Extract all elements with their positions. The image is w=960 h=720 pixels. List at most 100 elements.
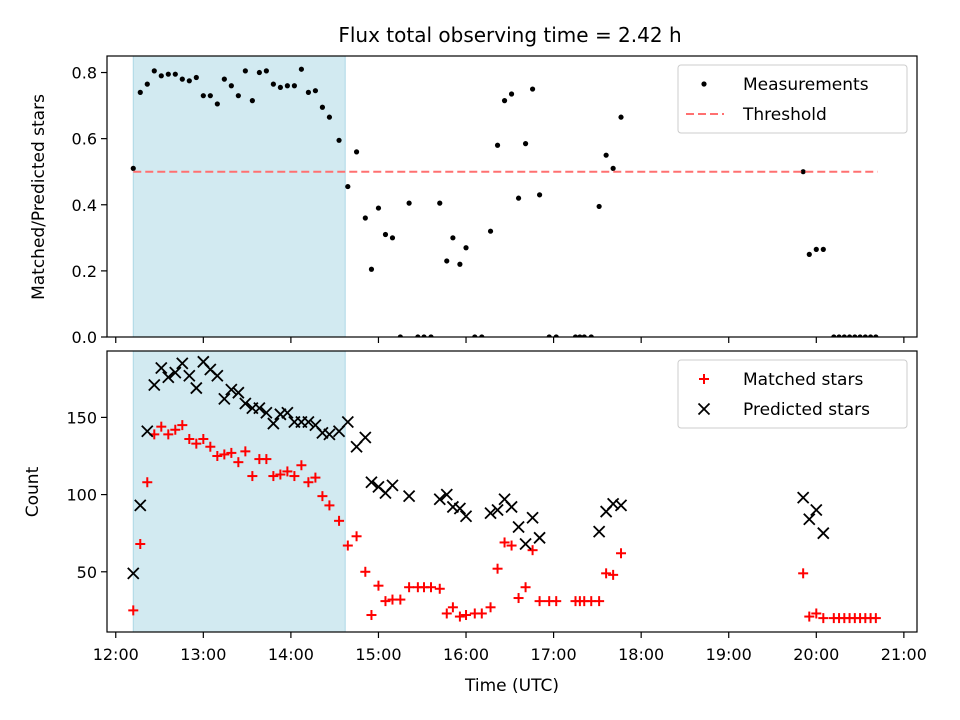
predicted-stars-marker (127, 567, 140, 580)
measurements-legend-marker (701, 81, 707, 87)
predicted-stars-marker (797, 491, 810, 504)
predicted-stars-marker (386, 479, 399, 492)
measurements-point (437, 200, 443, 206)
measurements-point (813, 246, 819, 252)
matched-stars-marker (268, 471, 279, 482)
matched-stars-marker (601, 568, 612, 579)
matched-stars-marker (219, 449, 230, 460)
matched-stars-marker (191, 438, 202, 449)
matched-stars-marker (226, 447, 237, 458)
bottom-x-tick-label: 20:00 (793, 645, 839, 664)
top-legend-box (677, 64, 908, 134)
bottom-y-axis-label: Count (23, 466, 43, 517)
measurements-point (130, 165, 136, 171)
measurements-point (457, 261, 463, 267)
predicted-stars-marker (302, 415, 315, 429)
matched-stars-marker (594, 596, 605, 607)
measurements-point (172, 71, 178, 77)
measurements-point (603, 152, 609, 158)
measurements-point (873, 334, 879, 337)
bottom-y-tick-label: 150 (66, 408, 97, 427)
matched-stars-marker (310, 472, 321, 483)
measurements-point (214, 101, 220, 107)
matched-stars-marker (492, 563, 503, 574)
measurements-point (846, 334, 853, 337)
matched-stars-marker (608, 569, 619, 580)
matched-stars-marker (303, 477, 314, 488)
matched-stars-marker (170, 424, 181, 435)
matched-stars-marker (461, 610, 472, 621)
measurements-point (406, 200, 412, 206)
bottom-y-tick-label: 50 (77, 563, 97, 582)
matched-stars-marker (395, 594, 406, 605)
measurements-point (852, 334, 858, 337)
measurements-point (158, 73, 164, 79)
measurements-point (200, 93, 206, 99)
predicted-stars-marker (176, 357, 189, 370)
predicted-stars-marker (533, 531, 546, 544)
predicted-stars-marker (281, 406, 294, 419)
measurements-point (179, 76, 185, 82)
matched-stars-marker (317, 491, 328, 502)
top-series-layer (130, 66, 879, 337)
matched-stars-marker (351, 531, 362, 542)
predicted-stars-marker (359, 431, 372, 444)
matched-stars-marker (198, 434, 209, 445)
bottom-x-tick-label: 19:00 (706, 645, 752, 664)
top-y-tick-label: 0.0 (72, 328, 97, 347)
matched-stars-marker (135, 538, 146, 549)
bottom-x-tick-label: 12:00 (93, 645, 139, 664)
top-panel: 0.00.20.40.60.8 Matched/Predicted stars … (29, 55, 918, 347)
measurements-point (207, 93, 213, 99)
measurements-point (536, 192, 543, 198)
measurements-point (415, 334, 421, 337)
measurements-point (508, 91, 515, 97)
predicted-stars-marker (614, 499, 628, 512)
measurements-point (588, 334, 594, 337)
predicted-stars-marker (155, 361, 168, 375)
measurements-point (522, 141, 529, 147)
bottom-series-layer (127, 355, 881, 624)
measurements-point (831, 334, 837, 337)
measurements-point (235, 93, 241, 99)
matched-stars-marker (870, 613, 881, 624)
matched-stars-marker (798, 568, 809, 579)
measurements-point (221, 76, 227, 82)
bottom-x-tick-label: 16:00 (443, 645, 489, 664)
measurements-point (479, 334, 485, 337)
predicted-stars-marker (169, 366, 182, 379)
predicted-stars-marker (433, 493, 446, 506)
predicted-stars-marker (232, 386, 245, 399)
matched-stars-marker (247, 471, 258, 482)
matched-stars-marker (360, 566, 371, 577)
predicted-stars-marker (365, 476, 378, 489)
matched-stars-marker (342, 540, 353, 551)
measurements-point (263, 68, 269, 74)
matched-stars-marker (804, 611, 815, 622)
predicted-stars-marker (592, 525, 606, 538)
predicted-stars-marker (190, 381, 203, 395)
top-y-tick-label: 0.2 (72, 262, 97, 281)
measurements-point (298, 66, 304, 72)
matched-stars-marker (534, 596, 545, 607)
predicted-stars-marker (253, 401, 266, 415)
top-y-axis: 0.0 0.2 0.4 0.6 0.8 (72, 64, 107, 347)
matched-stars-marker (156, 421, 167, 432)
matched-stars-marker (818, 613, 829, 624)
matched-stars-marker (380, 596, 391, 607)
top-shaded-span (132, 55, 346, 338)
matched-stars-marker (233, 457, 244, 468)
predicted-stars-marker (225, 383, 238, 396)
measurements-point (494, 142, 501, 148)
matched-stars-marker (426, 582, 436, 593)
measurements-point (336, 137, 342, 143)
matched-stars-legend-marker (699, 374, 709, 384)
bottom-x-axis-label: Time (UTC) (464, 676, 559, 696)
measurements-point (165, 71, 171, 77)
bottom-x-tick-label: 15:00 (355, 645, 401, 664)
measurements-point (284, 83, 290, 89)
matched-stars-marker (506, 540, 517, 551)
measurements-point (515, 195, 522, 201)
bottom-y-axis: 50 100 150 (66, 408, 107, 582)
